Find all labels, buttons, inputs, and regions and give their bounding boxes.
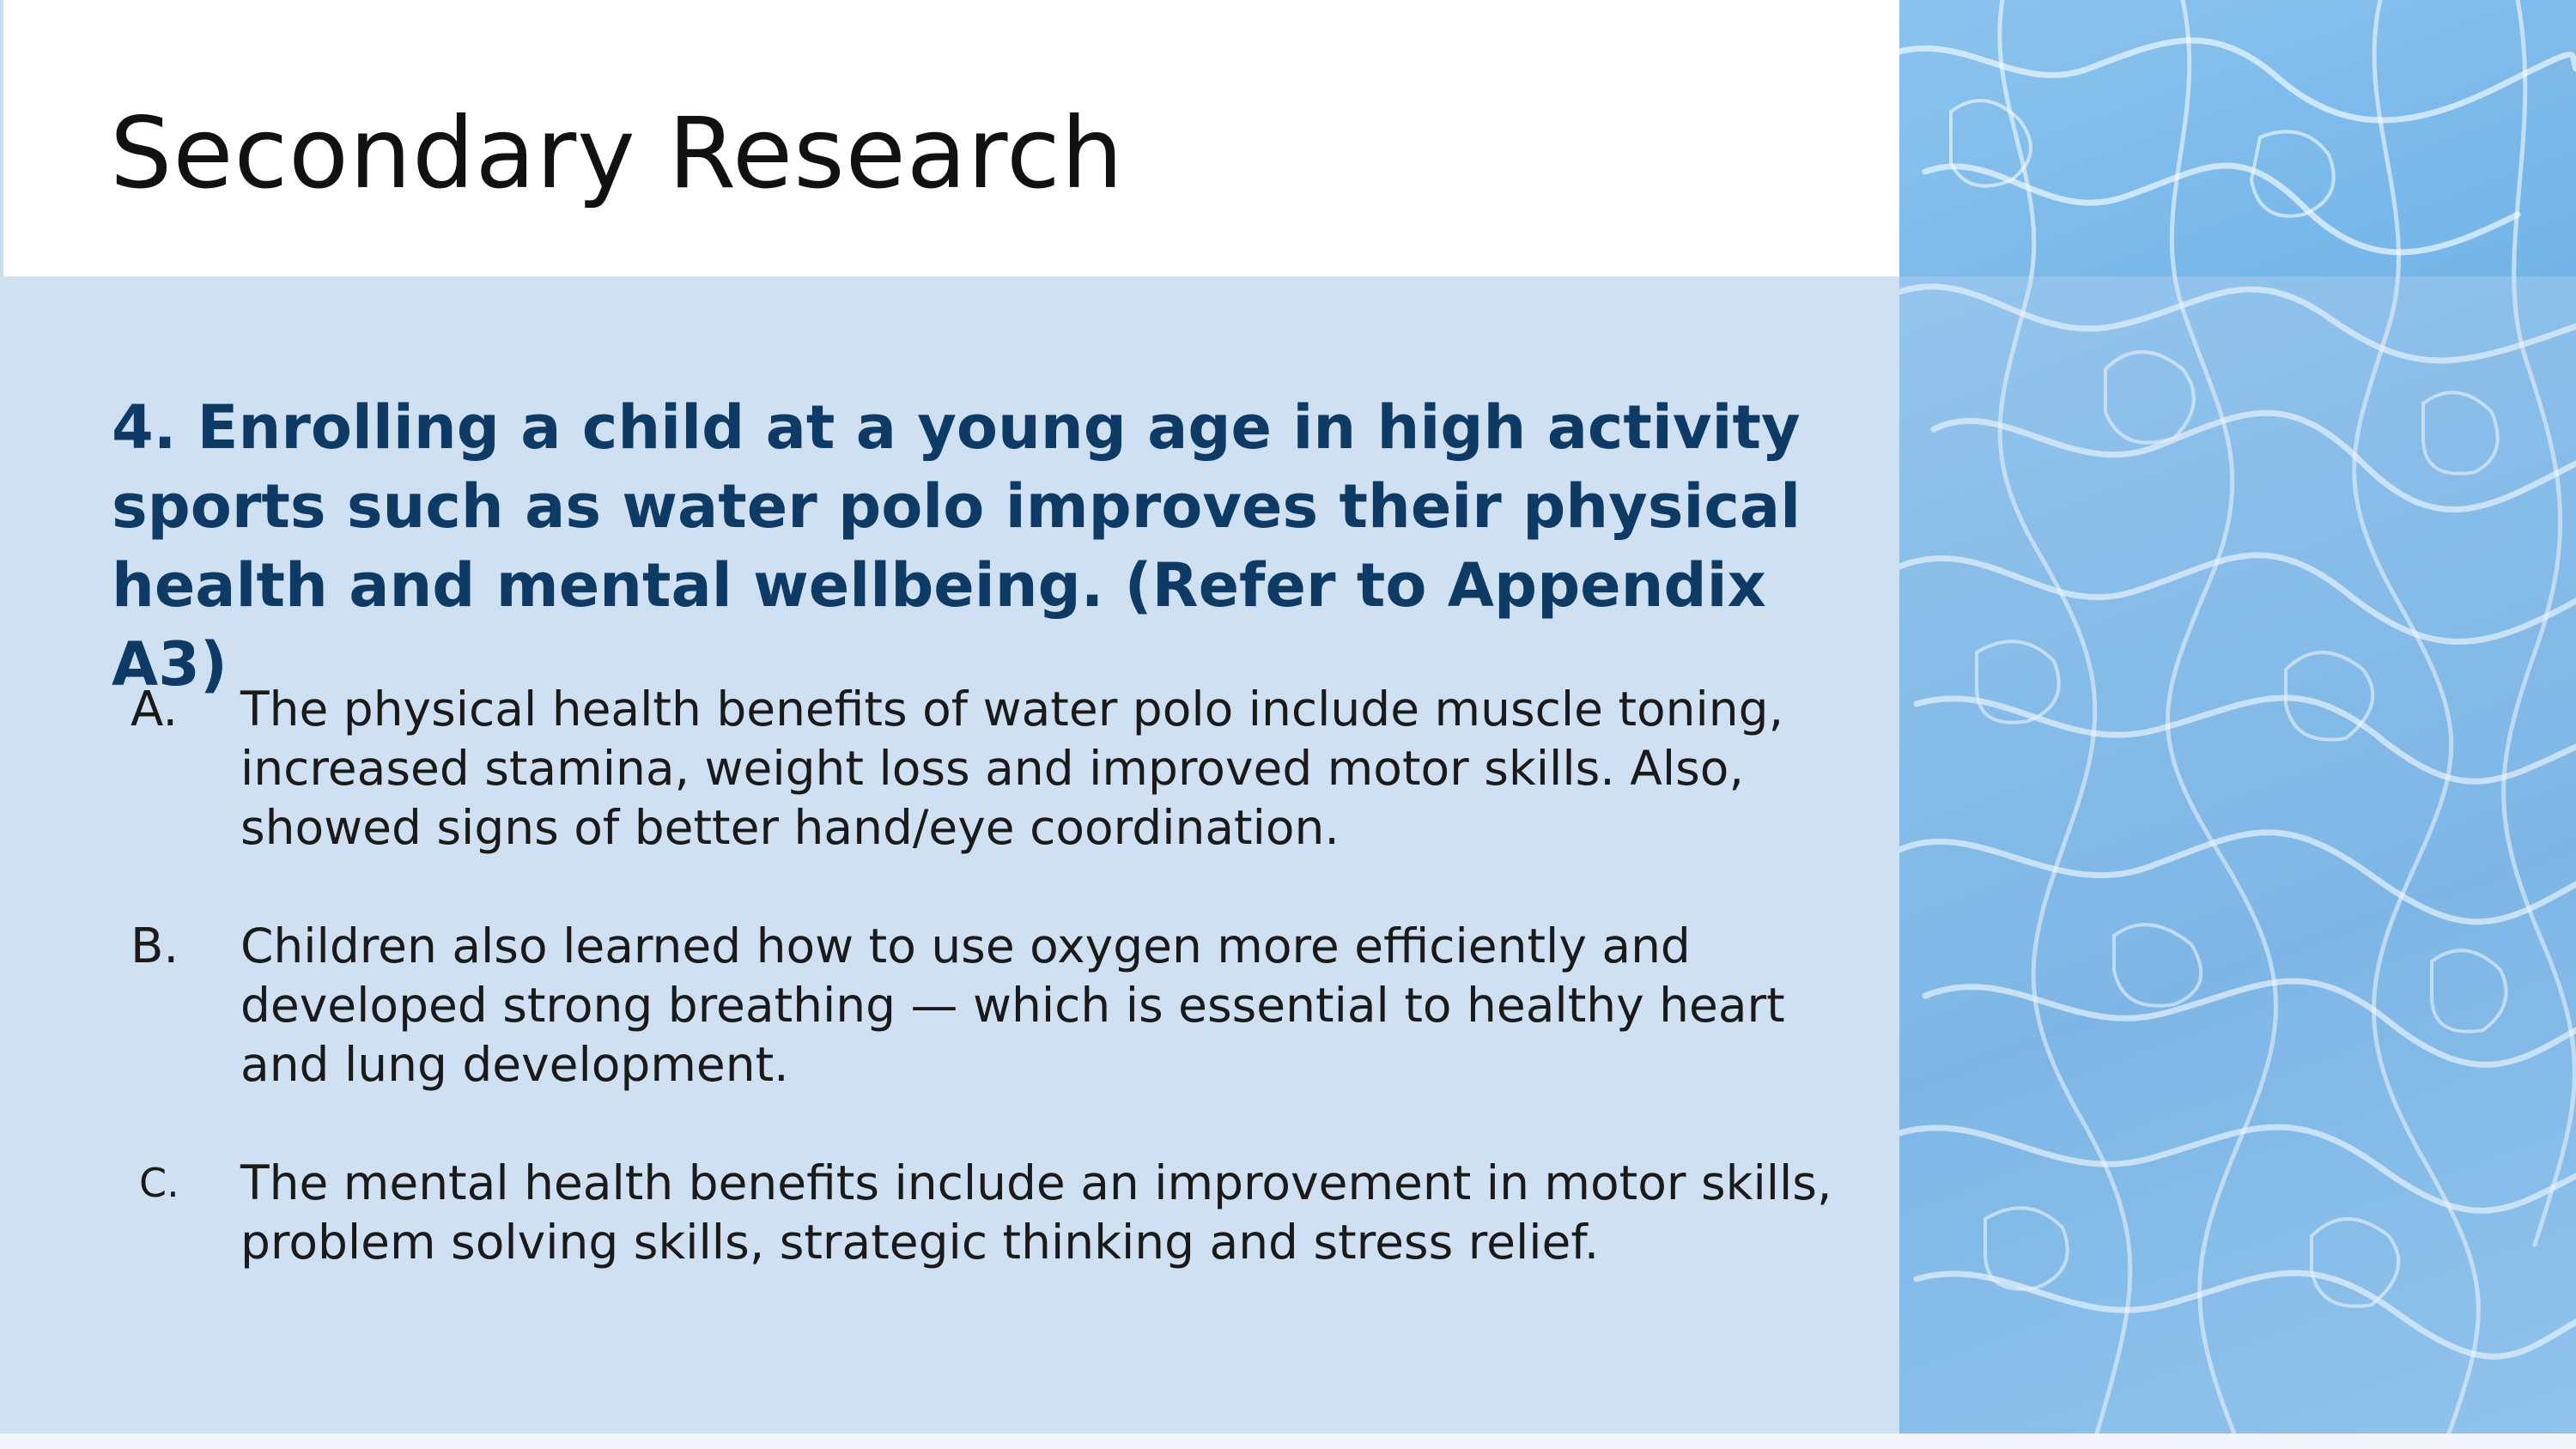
list-item-text: Children also learned how to use oxygen … xyxy=(240,919,1785,1092)
research-point-heading: 4. Enrolling a child at a young age in h… xyxy=(112,392,1801,700)
content-panel xyxy=(0,276,1899,1449)
water-tint-overlay xyxy=(1899,276,2576,1434)
title-band xyxy=(3,0,1899,276)
list-marker: C. xyxy=(139,1160,179,1206)
water-caustics-pattern xyxy=(1899,0,2576,1434)
bottom-strip xyxy=(0,1434,2576,1449)
slide-title: Secondary Research xyxy=(110,96,1124,210)
pool-water-image xyxy=(1899,0,2576,1434)
left-edge-accent xyxy=(0,0,3,276)
list-item-text: The physical health benefits of water po… xyxy=(240,682,1784,855)
list-marker: A. xyxy=(131,682,179,737)
list-item-text: The mental health benefits include an im… xyxy=(240,1155,1832,1270)
list-marker: B. xyxy=(131,919,179,974)
